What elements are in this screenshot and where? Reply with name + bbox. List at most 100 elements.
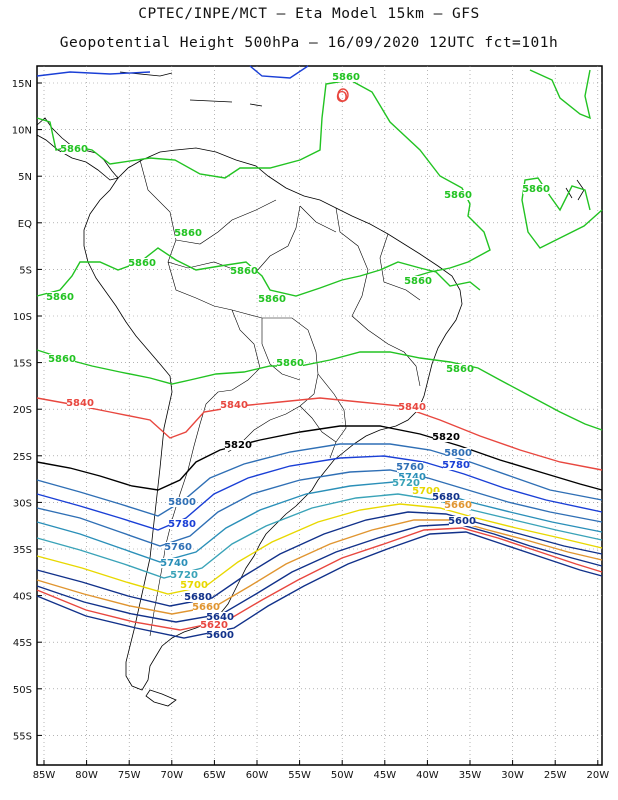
contour-label: 5640 [206,612,234,623]
contour-5680 [36,511,603,607]
contour-label-bg [47,292,73,302]
contour-label-bg [207,612,233,622]
contour-label: 5860 [60,144,88,155]
lat-label: 30S [13,498,32,509]
contour-5600 [36,531,603,639]
contour-label-bg [129,258,155,268]
contour-label-bg [413,486,439,496]
contour-5660 [36,519,603,615]
contour-label: 5740 [160,558,188,569]
contour-label-bg [169,497,195,507]
contour-label: 5800 [444,448,472,459]
height-contours [36,65,603,639]
contour-label: 5700 [412,486,440,497]
contour-5740 [36,481,603,563]
contour-label-bg [445,448,471,458]
lat-label: 10S [13,312,32,323]
contour-label-bg [225,440,251,450]
lon-label: 45W [373,770,396,781]
graticule [37,66,602,765]
contour-label-bg [523,184,549,194]
contour-label: 5860 [258,294,286,305]
contour-label: 5860 [446,364,474,375]
contour-label-bg [169,519,195,529]
contour-label: 5680 [432,492,460,503]
contour-label-bg [161,558,187,568]
lat-label: 5N [18,172,32,183]
contour-5860-east [521,69,603,249]
map-title-line2: Geopotential Height 500hPa – 16/09/2020 … [59,35,559,51]
contour-label-bg [165,542,191,552]
contour-5760 [36,469,603,547]
contour-label: 5600 [206,630,234,641]
lon-label: 25W [544,770,567,781]
contour-label: 5800 [168,497,196,508]
contour-label-bg [445,500,471,510]
contour-label-bg [201,620,227,630]
lat-label: 55S [13,731,32,742]
contour-label-bg [433,492,459,502]
lat-label: 50S [13,685,32,696]
contour-label-bg [181,580,207,590]
contour-label: 5860 [174,228,202,239]
contour-label-bg [207,630,233,640]
lon-label: 65W [203,770,226,781]
contour-label-bg [443,460,469,470]
contour-label: 5860 [128,258,156,269]
contour-label: 5860 [404,276,432,287]
contour-5800 [36,443,603,517]
contour-label-bg [49,354,75,364]
lon-label: 50W [331,770,354,781]
contour-label-bg [399,402,425,412]
map-title-line1: CPTEC/INPE/MCT – Eta Model 15km – GFS [138,6,480,22]
contour-label: 5860 [48,354,76,365]
contour-label: 5840 [220,400,248,411]
contour-label-bg [221,400,247,410]
center-symbol: O [336,88,348,106]
lon-label: 70W [160,770,183,781]
contour-labels: 5860 5860 5860 5860 5860 5860 5860 5860 5860 5860… [46,72,550,641]
contour-label: 5860 [230,266,258,277]
contour-label: 5600 [448,516,476,527]
contour-label-bg [171,570,197,580]
lon-label: 35W [459,770,482,781]
contour-5820 [36,425,603,491]
contour-label-bg [445,190,471,200]
tierra-del-fuego [145,689,177,707]
contour-label: 5720 [170,570,198,581]
contour-label: 5820 [432,432,460,443]
contour-label-bg [447,364,473,374]
lon-label: 20W [586,770,609,781]
country-borders [139,159,421,637]
lat-label: 10N [12,126,32,137]
contour-label-bg [405,276,431,286]
lat-label: 5S [19,265,32,276]
contour-label: 5660 [444,500,472,511]
contour-label: 5740 [398,472,426,483]
lat-label: 40S [13,592,32,603]
contour-label-bg [193,602,219,612]
contour-label: 5840 [398,402,426,413]
contour-label: 5720 [392,478,420,489]
contour-label-bg [277,358,303,368]
contour-5880 [36,65,309,79]
lon-label: 75W [118,770,141,781]
lat-label: 25S [13,452,32,463]
lat-label: 20S [13,405,32,416]
contour-label: 5700 [180,580,208,591]
lat-label: 15N [12,79,32,90]
lon-label: 55W [288,770,311,781]
contour-label-bg [185,592,211,602]
axis-ticks [37,82,599,765]
contour-5880-cell [337,88,349,102]
contour-label-bg [61,144,87,154]
lon-label: 60W [246,770,269,781]
contour-5860-south [36,349,603,431]
contour-label-bg [399,472,425,482]
contour-label-bg [449,516,475,526]
lon-label: 40W [416,770,439,781]
contour-label: 5860 [276,358,304,369]
contour-label-bg [393,478,419,488]
contour-label: 5860 [522,184,550,195]
lat-label: 45S [13,638,32,649]
